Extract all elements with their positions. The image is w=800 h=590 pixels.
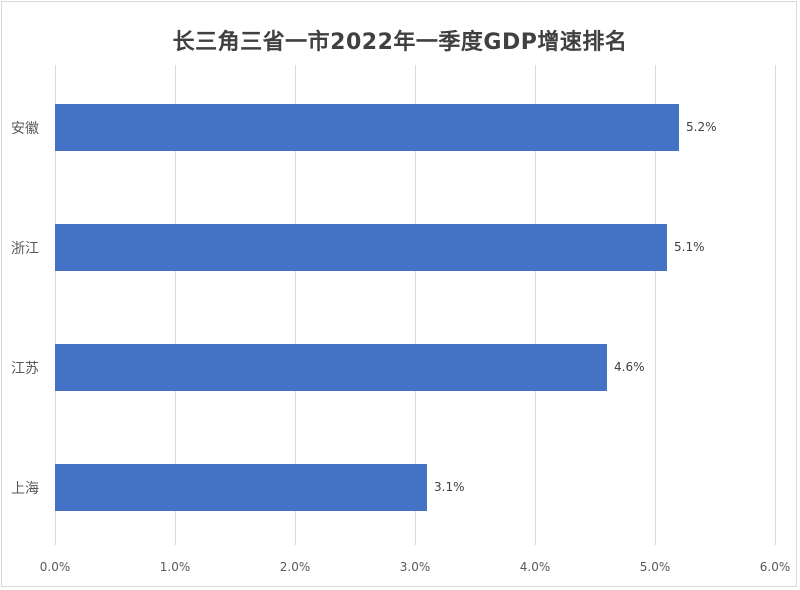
- gridline-0: [55, 65, 56, 545]
- category-label-anhui: 安徽: [11, 121, 39, 137]
- value-label-jiangsu: 4.6%: [614, 360, 645, 374]
- category-label-zhejiang: 浙江: [11, 241, 39, 257]
- x-tick-4: 4.0%: [519, 560, 551, 574]
- x-tick-1: 1.0%: [159, 560, 191, 574]
- gridline-5: [655, 65, 656, 545]
- chart-title: 长三角三省一市2022年一季度GDP增速排名: [172, 30, 628, 55]
- x-tick-5: 5.0%: [639, 560, 671, 574]
- plot-area: 5.2% 5.1% 4.6% 3.1%: [55, 65, 776, 545]
- gridline-1: [175, 65, 176, 545]
- x-tick-0: 0.0%: [39, 560, 71, 574]
- value-label-zhejiang: 5.1%: [674, 240, 705, 254]
- bar-anhui: [55, 104, 679, 151]
- gridline-3: [415, 65, 416, 545]
- gridline-6: [775, 65, 776, 545]
- bar-zhejiang: [55, 224, 667, 271]
- bar-shanghai: [55, 464, 427, 511]
- category-label-shanghai: 上海: [11, 481, 39, 497]
- x-tick-2: 2.0%: [279, 560, 311, 574]
- x-tick-6: 6.0%: [759, 560, 791, 574]
- value-label-anhui: 5.2%: [686, 120, 717, 134]
- category-label-jiangsu: 江苏: [11, 361, 39, 377]
- value-label-shanghai: 3.1%: [434, 480, 465, 494]
- gridline-4: [535, 65, 536, 545]
- bar-jiangsu: [55, 344, 607, 391]
- x-tick-3: 3.0%: [399, 560, 431, 574]
- gridline-2: [295, 65, 296, 545]
